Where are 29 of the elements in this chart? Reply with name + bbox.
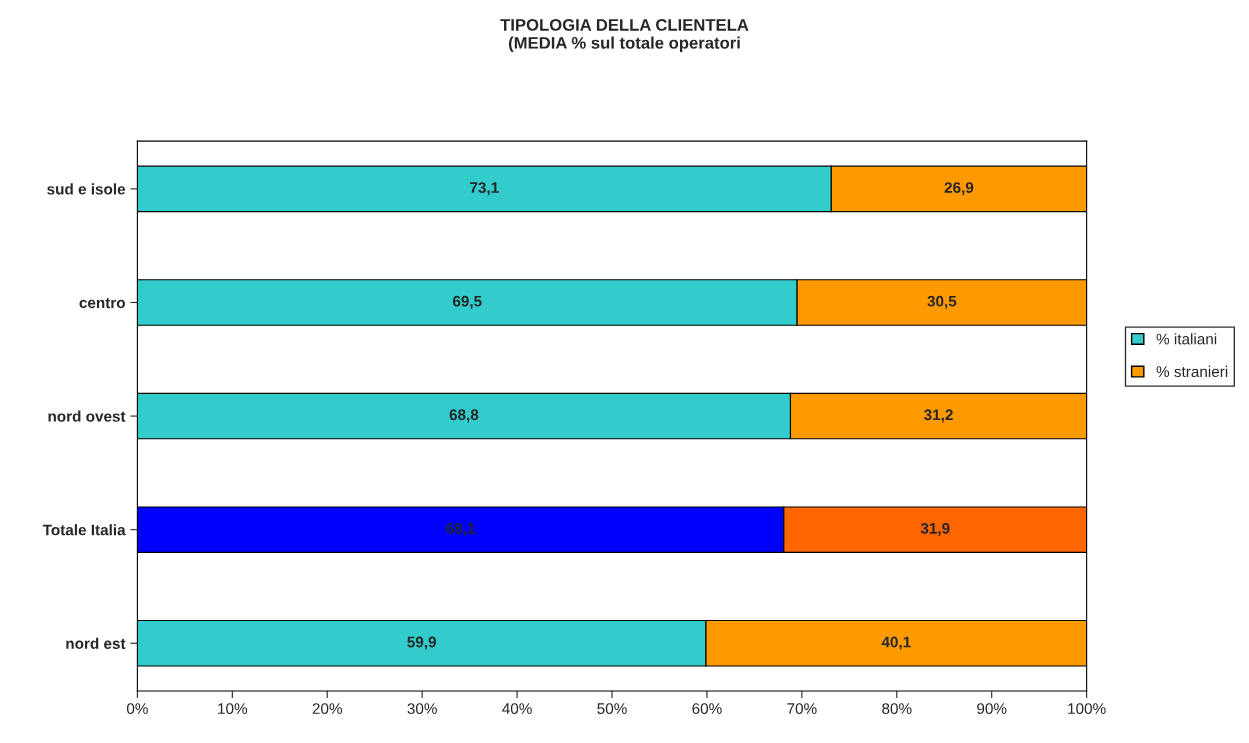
x-tick-label: 70% [787,703,817,715]
data-label: 31,9 [920,522,950,536]
y-tick-label: Totale Italia [42,524,126,536]
y-tick-label: sud e isole [47,183,126,195]
x-tick-label: 100% [1068,703,1106,715]
legend-label: % italiani [1156,333,1217,345]
data-label: 73,1 [470,182,499,196]
x-tick-label: 10% [218,703,248,715]
x-tick-label: 0% [126,703,148,715]
x-tick-label: 50% [597,703,627,715]
data-label: 26,9 [944,182,974,196]
data-label: 59,9 [407,636,436,650]
x-tick-label: 80% [882,703,912,715]
data-label: 40,1 [881,636,911,650]
y-tick-label: nord ovest [48,410,126,422]
data-label: 31,2 [924,409,953,423]
legend-label: % stranieri [1156,365,1228,378]
y-tick-label: centro [79,298,125,309]
data-label: 68,8 [449,409,479,423]
data-label: 69,5 [452,295,482,309]
x-tick-label: 30% [407,703,437,715]
x-tick-label: 90% [977,703,1007,715]
x-tick-label: 40% [502,703,532,715]
data-label: 68,1 [446,522,476,536]
x-tick-label: 60% [692,703,722,715]
x-tick-label: 20% [312,703,342,715]
y-tick-label: nord est [66,637,126,649]
data-label: 30,5 [927,295,957,309]
chart-title: TIPOLOGIA DELLA CLIENTELA (MEDIA % sul totale operatori [500,19,749,53]
